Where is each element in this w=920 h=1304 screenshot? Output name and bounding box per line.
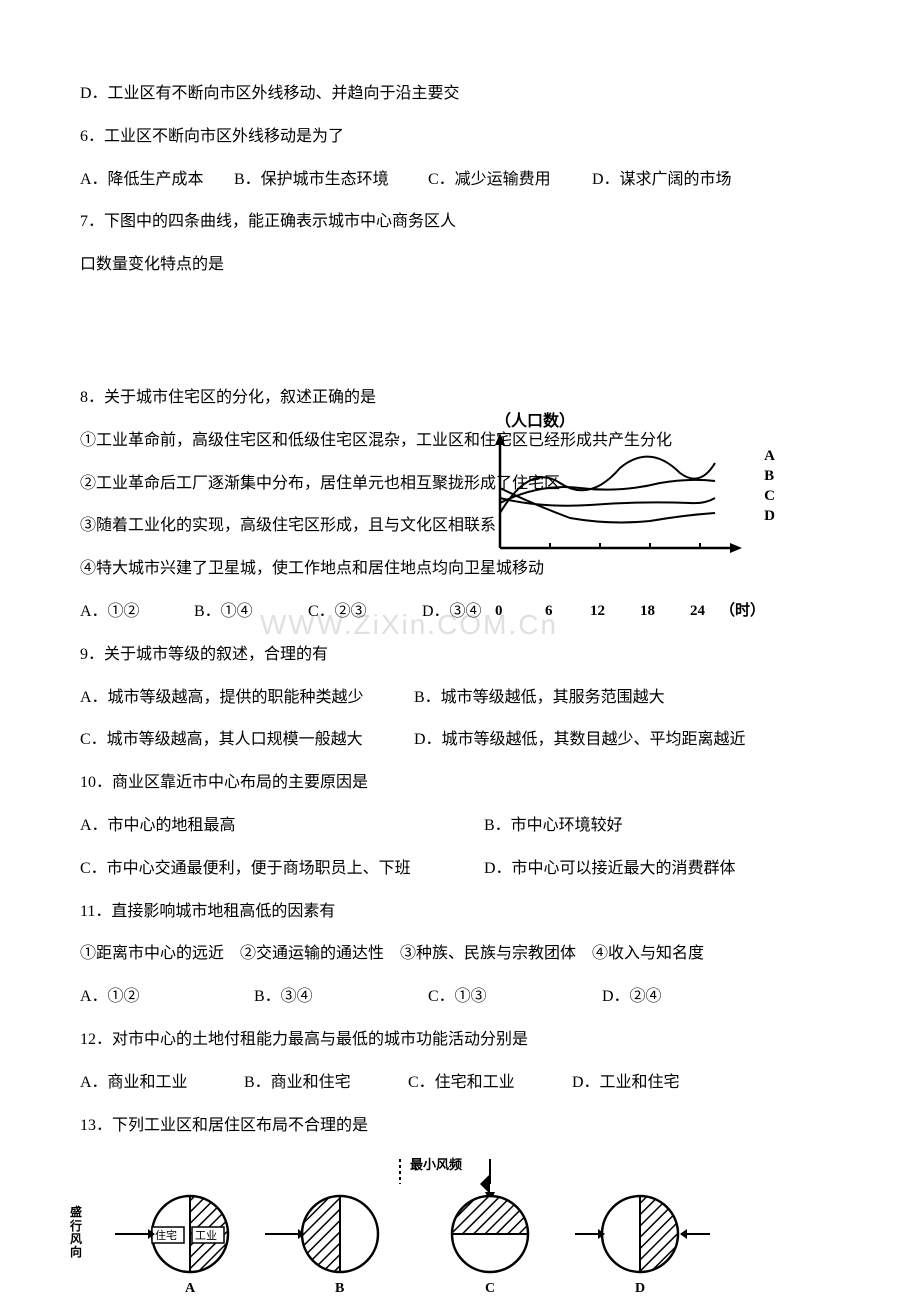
label-ind-a: 工业: [195, 1229, 217, 1242]
q10-options-row1: A．市中心的地租最高 B．市中心环境较好: [80, 812, 840, 841]
q12-opt-a: A．商业和工业: [80, 1069, 240, 1098]
circle-label-b: B: [335, 1281, 344, 1296]
x-tick-18: 18: [640, 598, 655, 625]
option-d-prev: D．工业区有不断向市区外线移动、并趋向于沿主要交: [80, 80, 840, 109]
q8-s1: ①工业革命前，高级住宅区和低级住宅区混杂，工业区和住宅区已经形成共产生分化: [80, 427, 840, 456]
q11-opt-b: B．③④: [254, 983, 424, 1012]
q11-opt-a: A．①②: [80, 983, 250, 1012]
q8-s2: ②工业革命后工厂逐渐集中分布，居住单元也相互聚拢形成了住宅区: [80, 470, 840, 499]
q11-opt-c: C．①③: [428, 983, 598, 1012]
x-tick-0: 0: [495, 598, 503, 625]
wind-top-arrow-c: [480, 1174, 490, 1194]
q9-options-row1: A．城市等级越高，提供的职能种类越少 B．城市等级越低，其服务范围越大: [80, 684, 840, 713]
wind-left-label: 盛行风向: [70, 1206, 90, 1259]
wind-diagram-svg: 最小风频 住宅 工业 A B C: [100, 1154, 720, 1304]
q11-options: A．①② B．③④ C．①③ D．②④: [80, 983, 840, 1012]
q12-opt-c: C．住宅和工业: [408, 1069, 568, 1098]
q6-opt-a: A．降低生产成本: [80, 166, 230, 195]
arrow-right-d: [680, 1229, 687, 1239]
q9-options-row2: C．城市等级越高，其人口规模一般越大 D．城市等级越低，其数目越少、平均距离越近: [80, 726, 840, 755]
x-tick-24: 24: [690, 598, 705, 625]
q9-opt-a: A．城市等级越高，提供的职能种类越少: [80, 684, 410, 713]
document-content: D．工业区有不断向市区外线移动、并趋向于沿主要交 6．工业区不断向市区外线移动是…: [80, 80, 840, 1304]
q10-stem: 10．商业区靠近市中心布局的主要原因是: [80, 769, 840, 798]
q6-options: A．降低生产成本 B．保护城市生态环境 C．减少运输费用 D．谋求广阔的市场: [80, 166, 840, 195]
q8-opt-c: C．②③: [308, 598, 418, 627]
q12-opt-b: B．商业和住宅: [244, 1069, 404, 1098]
q10-opt-d: D．市中心可以接近最大的消费群体: [484, 855, 736, 884]
wind-top-label: 最小风频: [410, 1157, 462, 1172]
circle-label-d: D: [635, 1281, 645, 1296]
q12-stem: 12．对市中心的土地付租能力最高与最低的城市功能活动分别是: [80, 1026, 840, 1055]
hatch-b: [302, 1196, 340, 1272]
spacer: [80, 294, 840, 384]
label-house-a: 住宅: [155, 1228, 177, 1242]
q6-stem: 6．工业区不断向市区外线移动是为了: [80, 123, 840, 152]
q10-options-row2: C．市中心交通最便利，便于商场职员上、下班 D．市中心可以接近最大的消费群体: [80, 855, 840, 884]
q9-opt-c: C．城市等级越高，其人口规模一般越大: [80, 726, 410, 755]
x-axis-label: （时）: [720, 598, 765, 625]
q10-opt-b: B．市中心环境较好: [484, 812, 623, 841]
q8-s3: ③随着工业化的实现，高级住宅区形成，且与文化区相联系: [80, 512, 840, 541]
q13-diagram: 最小风频 住宅 工业 A B C: [80, 1154, 840, 1304]
q8-stem: 8．关于城市住宅区的分化，叙述正确的是: [80, 384, 840, 413]
q8-s4: ④特大城市兴建了卫星城，使工作地点和居住地点均向卫星城移动: [80, 555, 840, 584]
x-tick-6: 6: [545, 598, 553, 625]
q6-opt-c: C．减少运输费用: [428, 166, 588, 195]
hatch-d: [640, 1196, 678, 1272]
q7-stem-line2: 口数量变化特点的是: [80, 251, 560, 280]
hatch-c: [452, 1196, 528, 1234]
q10-opt-a: A．市中心的地租最高: [80, 812, 480, 841]
q11-opt-d: D．②④: [602, 983, 662, 1012]
q9-opt-d: D．城市等级越低，其数目越少、平均距离越近: [414, 726, 746, 755]
x-tick-12: 12: [590, 598, 605, 625]
q7-wrapper: 7．下图中的四条曲线，能正确表示城市中心商务区人 口数量变化特点的是 （人口数）: [80, 208, 840, 280]
q7-stem-line1: 7．下图中的四条曲线，能正确表示城市中心商务区人: [80, 208, 560, 237]
circle-label-c: C: [485, 1281, 495, 1296]
q12-options: A．商业和工业 B．商业和住宅 C．住宅和工业 D．工业和住宅: [80, 1069, 840, 1098]
q6-opt-d: D．谋求广阔的市场: [592, 166, 732, 195]
q12-opt-d: D．工业和住宅: [572, 1069, 680, 1098]
q6-opt-b: B．保护城市生态环境: [234, 166, 424, 195]
q11-stem: 11．直接影响城市地租高低的因素有: [80, 898, 840, 927]
q9-opt-b: B．城市等级越低，其服务范围越大: [414, 684, 665, 713]
circle-label-a: A: [185, 1281, 196, 1296]
q13-stem: 13．下列工业区和居住区布局不合理的是: [80, 1112, 840, 1141]
q8-opt-d: D．③④: [422, 598, 482, 627]
q8-opt-a: A．①②: [80, 598, 190, 627]
chart-x-arrow: [730, 543, 742, 553]
q11-items: ①距离市中心的远近 ②交通运输的通达性 ③种族、民族与宗教团体 ④收入与知名度: [80, 940, 840, 969]
q10-opt-c: C．市中心交通最便利，便于商场职员上、下班: [80, 855, 480, 884]
q8-opt-b: B．①④: [194, 598, 304, 627]
q9-stem: 9．关于城市等级的叙述，合理的有: [80, 641, 840, 670]
